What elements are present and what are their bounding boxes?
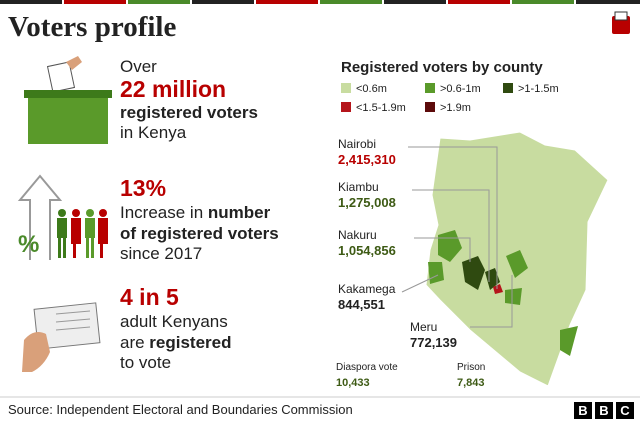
logo-block <box>574 402 592 419</box>
county-value: 1,054,856 <box>338 243 396 258</box>
run-bold: registered <box>149 333 231 352</box>
stat-line: of registered voters <box>120 224 279 243</box>
top-stripe <box>0 0 640 4</box>
stat-ratio: 4 in 5 adult Kenyans are registered to v… <box>120 284 232 372</box>
county-name: Meru <box>410 320 437 334</box>
stat-highlight: 22 million <box>120 76 226 102</box>
stat-line: are registered <box>120 333 232 352</box>
run: are <box>120 333 149 352</box>
legend-swatch <box>341 102 351 112</box>
stat-voters: Over 22 million registered voters in Ken… <box>120 57 258 142</box>
stat-line: to vote <box>120 353 171 372</box>
logo-block <box>616 402 634 419</box>
svg-text:%: % <box>18 231 39 258</box>
kenya-map <box>401 131 609 387</box>
stat-line: Increase in number <box>120 203 271 222</box>
increase-icon: % <box>17 174 108 260</box>
ballot-icon <box>612 11 630 34</box>
county-name: Prison <box>457 362 485 373</box>
title: Voters profile <box>8 11 176 43</box>
legend-swatch <box>503 83 513 93</box>
stat-highlight: 4 in 5 <box>120 284 179 310</box>
county-name: Diaspora vote <box>336 362 398 373</box>
legend-label: <0.6m <box>356 83 387 95</box>
county-name: Nairobi <box>338 137 376 151</box>
logo-letter: B <box>578 403 587 418</box>
county-name: Kakamega <box>338 282 396 296</box>
stat-highlight: 13% <box>120 175 166 201</box>
county-name: Nakuru <box>338 228 377 242</box>
legend-label: <1.5-1.9m <box>356 102 406 114</box>
legend-swatch <box>425 102 435 112</box>
run: Increase in <box>120 203 208 222</box>
county-value: 1,275,008 <box>338 195 396 210</box>
id-card-icon <box>22 302 101 372</box>
stat-line: Over <box>120 57 157 76</box>
legend: <0.6m >0.6-1m >1-1.5m <1.5-1.9m >1.9m <box>341 83 559 114</box>
stat-line: since 2017 <box>120 244 202 263</box>
stat-line: registered voters <box>120 103 258 122</box>
stat-line: in Kenya <box>120 123 187 142</box>
map-title: Registered voters by county <box>341 59 543 76</box>
legend-swatch <box>341 83 351 93</box>
legend-label: >0.6-1m <box>440 83 481 95</box>
stat-line: adult Kenyans <box>120 312 228 331</box>
county-value: 10,433 <box>336 377 370 389</box>
county-name: Kiambu <box>338 180 379 194</box>
legend-label: >1-1.5m <box>518 83 559 95</box>
logo-letter: B <box>599 403 608 418</box>
county-value: 7,843 <box>457 377 485 389</box>
logo-letter: C <box>620 403 630 418</box>
legend-swatch <box>425 83 435 93</box>
ballot-box-icon <box>24 56 112 144</box>
legend-label: >1.9m <box>440 102 471 114</box>
source: Source: Independent Electoral and Bounda… <box>8 402 353 417</box>
stat-increase: 13% Increase in number of registered vot… <box>120 175 279 263</box>
county-value: 772,139 <box>410 335 457 350</box>
county-value: 2,415,310 <box>338 152 396 167</box>
run-bold: number <box>208 203 271 222</box>
logo-block <box>595 402 613 419</box>
county-value: 844,551 <box>338 297 385 312</box>
